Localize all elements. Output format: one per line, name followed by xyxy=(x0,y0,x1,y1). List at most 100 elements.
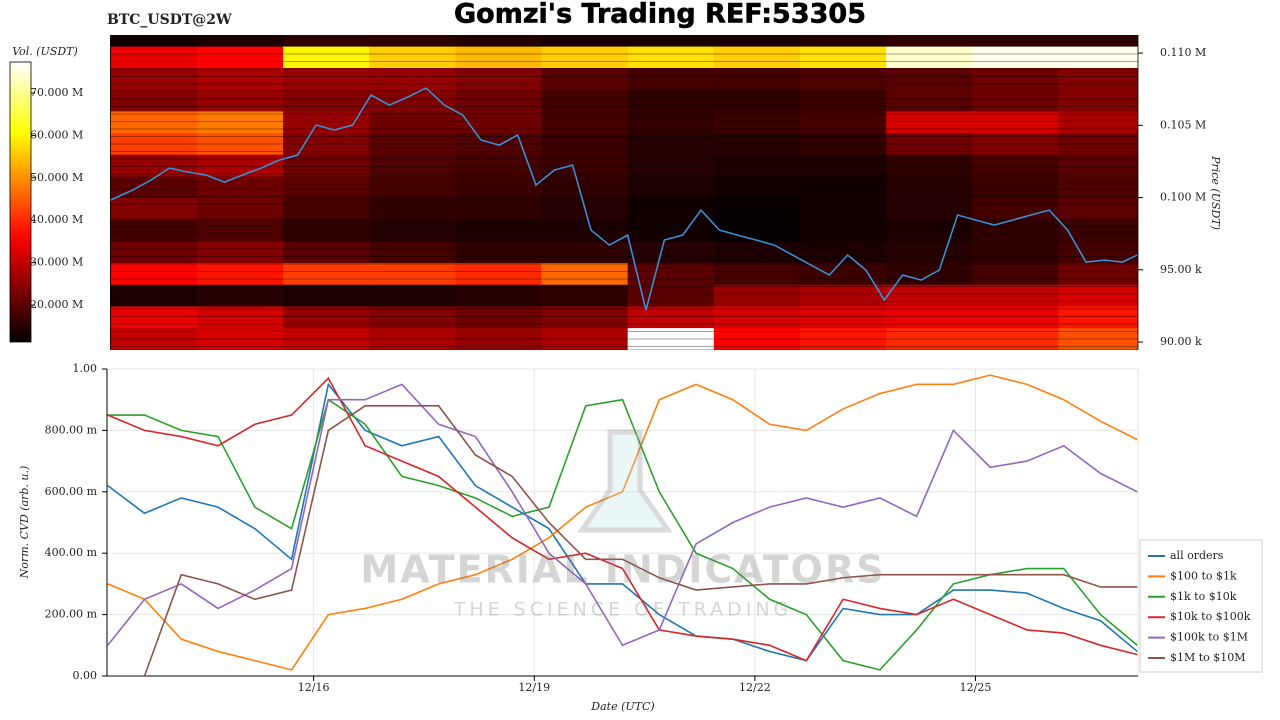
heatmap-cell xyxy=(369,45,456,69)
heatmap-cell xyxy=(369,197,456,220)
heatmap-cell xyxy=(886,197,973,220)
heatmap-cell xyxy=(713,175,801,199)
heatmap-cell xyxy=(972,45,1059,69)
heatmap-cell xyxy=(886,219,973,242)
heatmap-cell xyxy=(886,240,973,264)
heatmap-cell xyxy=(886,305,973,329)
heatmap-cell xyxy=(627,110,715,134)
heatmap-cell xyxy=(283,45,370,69)
heatmap-cell xyxy=(713,110,801,134)
heatmap-cell xyxy=(196,45,284,69)
legend-label: all orders xyxy=(1170,549,1224,562)
heatmap-cell xyxy=(369,110,456,134)
heatmap-cell xyxy=(627,154,715,177)
heatmap-cell xyxy=(972,35,1059,47)
legend: all orders $100 to $1k $1k to $10k $10k to … xyxy=(1139,539,1263,673)
date-axis-label: Date (UTC) xyxy=(590,700,654,713)
heatmap-cell xyxy=(196,197,284,220)
heatmap-cell xyxy=(369,154,456,177)
heatmap-cell xyxy=(455,175,543,199)
price-line xyxy=(110,87,1138,311)
y-tick-label: 95.00 k xyxy=(1160,263,1202,276)
heatmap-cell xyxy=(886,89,973,112)
heatmap-cell xyxy=(1058,219,1138,242)
colorbar-tick-label: 50.000 M xyxy=(30,171,83,184)
heatmap-cell xyxy=(799,154,887,177)
heatmap-cell xyxy=(283,219,370,242)
heatmap-cell xyxy=(541,262,629,285)
heatmap-cell xyxy=(455,219,543,242)
heatmap-cell xyxy=(283,175,370,199)
y-tick-label: 0.105 M xyxy=(1160,118,1206,131)
heatmap-cell xyxy=(713,240,801,264)
heatmap-cell xyxy=(972,305,1059,329)
legend-label: $1k to $10k xyxy=(1170,590,1237,603)
heatmap-cell xyxy=(541,35,629,47)
heatmap-cell xyxy=(713,219,801,242)
heatmap-cell xyxy=(627,67,715,90)
heatmap-cell xyxy=(886,35,973,47)
heatmap-cell xyxy=(283,262,370,285)
heatmap-cell xyxy=(369,132,456,155)
heatmap-cell xyxy=(283,35,370,47)
heatmap-cell xyxy=(110,175,198,199)
heatmap-cell xyxy=(627,240,715,264)
watermark-flask xyxy=(577,429,673,533)
heatmap-cell xyxy=(799,35,887,47)
heatmap-cell xyxy=(196,67,284,90)
heatmap-cell xyxy=(972,175,1059,199)
heatmap-cell xyxy=(627,327,715,350)
heatmap-cell xyxy=(1058,110,1138,134)
heatmap-cell xyxy=(1058,197,1138,220)
y-tick-label: 1.00 xyxy=(73,362,98,375)
heatmap-cell xyxy=(283,327,370,350)
heatmap-cell xyxy=(1058,175,1138,199)
heatmap-cell xyxy=(110,327,198,350)
heatmap-cell xyxy=(110,262,198,285)
heatmap-cell xyxy=(972,197,1059,220)
heatmap-cell xyxy=(1058,240,1138,264)
x-tick-label: 12/25 xyxy=(960,681,992,694)
heatmap-cell xyxy=(283,110,370,134)
cvd-area: 0.00 200.00 m 400.00 m 600.00 m 800.00 m 1.00… xyxy=(45,362,1139,694)
heatmap-cell xyxy=(1058,305,1138,329)
heatmap-cell xyxy=(972,110,1059,134)
heatmap-cell xyxy=(799,110,887,134)
heatmap-cell xyxy=(886,154,973,177)
heatmap-cell xyxy=(886,132,973,155)
heatmap-cell xyxy=(110,110,198,134)
heatmap-cell xyxy=(1058,154,1138,177)
heatmap-cell xyxy=(196,35,284,47)
heatmap-cell xyxy=(886,110,973,134)
heatmap-cell xyxy=(455,262,543,285)
heatmap-cell xyxy=(713,154,801,177)
colorbar-tick-label: 70.000 M xyxy=(30,86,83,99)
heatmap-cell xyxy=(799,45,887,69)
heatmap-cell xyxy=(110,67,198,90)
heatmap-cell xyxy=(110,197,198,220)
colorbar xyxy=(9,61,32,343)
heatmap-cell xyxy=(972,89,1059,112)
heatmap-area xyxy=(110,35,1138,350)
watermark-text: MATERIAL INDICATORS xyxy=(360,548,885,592)
heatmap-cell xyxy=(110,240,198,264)
heatmap-cell xyxy=(283,284,370,307)
heatmap-cell xyxy=(627,35,715,47)
chart-title: Gomzi's Trading REF:53305 xyxy=(454,0,866,30)
heatmap-cell xyxy=(110,132,198,155)
heatmap-cell xyxy=(541,132,629,155)
heatmap-cell xyxy=(972,262,1059,285)
heatmap-cell xyxy=(283,132,370,155)
heatmap-cell xyxy=(799,262,887,285)
legend-label: $100k to $1M xyxy=(1170,631,1248,644)
colorbar-tick-label: 20.000 M xyxy=(30,298,83,311)
heatmap-cell xyxy=(799,89,887,112)
heatmap-cell xyxy=(799,175,887,199)
heatmap-cell xyxy=(627,175,715,199)
heatmap-cell xyxy=(196,219,284,242)
heatmap-cell xyxy=(196,110,284,134)
colorbar-tick-label: 30.000 M xyxy=(30,256,83,269)
heatmap-cell xyxy=(455,110,543,134)
cvd-axis-label: Norm. CVD (arb. u.) xyxy=(18,466,31,580)
